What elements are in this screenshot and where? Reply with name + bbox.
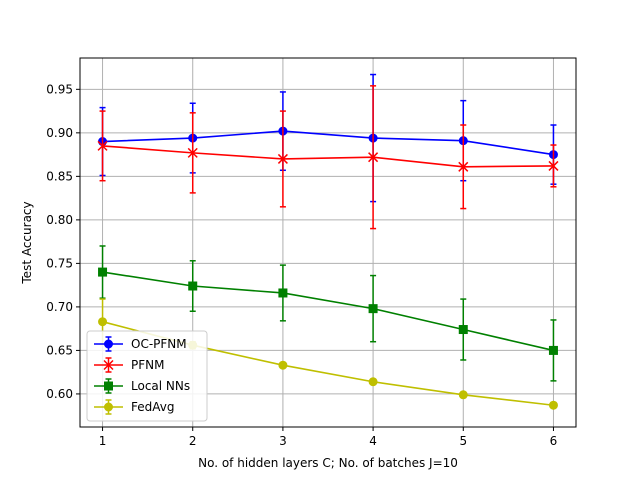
marker-stroke: [548, 160, 559, 171]
marker-stroke: [368, 152, 379, 163]
data-point: [278, 288, 288, 298]
x-tick-label: 2: [189, 434, 197, 448]
data-point: [98, 267, 108, 277]
legend-label: OC-PFNM: [131, 337, 187, 351]
x-tick-label: 3: [279, 434, 287, 448]
y-axis-label: Test Accuracy: [20, 201, 34, 284]
legend-box: [86, 330, 208, 422]
marker-stroke: [277, 153, 288, 164]
grid: [80, 58, 576, 427]
series-pfnm: [97, 85, 559, 230]
marker-stroke: [97, 140, 108, 151]
legend-label: PFNM: [131, 358, 164, 372]
data-point: [368, 152, 379, 163]
legend-entry: OC-PFNM: [94, 336, 187, 352]
y-tick-label: 0.60: [46, 387, 73, 401]
marker-stroke: [187, 147, 198, 158]
data-point: [277, 153, 288, 164]
x-tick-label: 6: [550, 434, 558, 448]
y-tick-label: 0.70: [46, 300, 73, 314]
legend-entry: PFNM: [94, 357, 164, 373]
data-point: [368, 377, 378, 387]
data-point: [458, 325, 468, 335]
marker-stroke: [458, 161, 469, 172]
data-point: [187, 147, 198, 158]
series-line: [102, 130, 554, 156]
series-oc-pfnm: [98, 73, 558, 203]
y-tick-label: 0.80: [46, 213, 73, 227]
legend-label: FedAvg: [131, 400, 174, 414]
series-line: [102, 271, 554, 352]
data-point: [548, 400, 558, 410]
legend-marker: [104, 402, 113, 412]
legend-marker: [104, 381, 113, 391]
legend-marker: [103, 359, 114, 371]
data-point: [368, 304, 378, 314]
x-axis-label: No. of hidden layers C; No. of batches J…: [198, 456, 458, 470]
data-point: [98, 317, 108, 327]
x-tick-label: 5: [459, 434, 467, 448]
plot-frame: [79, 57, 577, 428]
data-point: [548, 345, 558, 355]
data-point: [278, 360, 288, 370]
legend-label: Local NNs: [131, 379, 190, 393]
y-tick-label: 0.90: [46, 126, 73, 140]
legend: OC-PFNM PFNM Local NNs FedAvg: [86, 330, 208, 422]
x-tick-label: 4: [369, 434, 377, 448]
series-line: [102, 145, 554, 168]
y-tick-label: 0.95: [46, 82, 73, 96]
data-point: [188, 281, 198, 291]
x-tick-label: 1: [99, 434, 107, 448]
legend-entry: FedAvg: [94, 399, 174, 415]
data-point: [548, 160, 559, 171]
data-point: [458, 161, 469, 172]
legend-entry: Local NNs: [94, 378, 190, 394]
y-tick-label: 0.75: [46, 256, 73, 270]
series-local-nns: [98, 245, 558, 382]
y-tick-label: 0.65: [46, 343, 73, 357]
data-point: [97, 140, 108, 151]
marker-stroke: [103, 359, 114, 371]
y-tick-label: 0.85: [46, 169, 73, 183]
legend-marker: [104, 339, 113, 349]
ticks: 1 2 3 4 5 6 0.60 0.65 0.70 0.75 0.80 0.85 0.90 0.95: [46, 82, 557, 448]
data-point: [458, 390, 468, 400]
